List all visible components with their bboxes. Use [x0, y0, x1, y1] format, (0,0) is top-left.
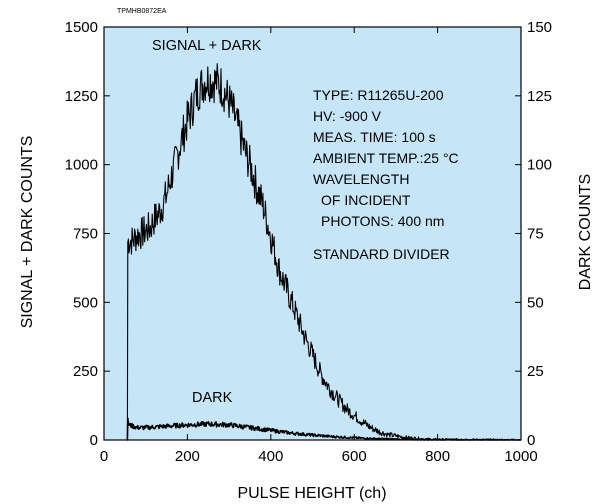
x-tick-label: 0: [100, 448, 108, 465]
plot-area: [104, 27, 521, 440]
y-tick-label-right: 150: [527, 19, 552, 36]
y-axis-left-title: SIGNAL + DARK COUNTS: [19, 136, 36, 329]
series-dark: [126, 417, 521, 441]
annotation-block: TYPE: R11265U-200 HV: -900 V MEAS. TIME:…: [313, 87, 459, 262]
x-tick-label: 200: [175, 448, 200, 465]
series-label-dark: DARK: [192, 390, 233, 406]
x-axis-title: PULSE HEIGHT (ch): [237, 485, 386, 502]
y-tick-label-right: 75: [527, 226, 544, 243]
y-tick-label-left: 1250: [65, 88, 98, 105]
y-tick-label-left: 1000: [65, 157, 98, 174]
y-tick-label-left: 750: [73, 226, 98, 243]
figure-code: TPMHB0872EA: [117, 8, 167, 15]
series-line: [126, 417, 521, 441]
x-tick-label: 400: [258, 448, 283, 465]
x-tick-label: 600: [342, 448, 367, 465]
annotation-divider: STANDARD DIVIDER: [313, 246, 450, 262]
annotation-meas-time: MEAS. TIME: 100 s: [313, 129, 436, 145]
y-axis-right-title: DARK COUNTS: [577, 174, 594, 290]
y-tick-label-left: 500: [73, 294, 98, 311]
annotation-photons: PHOTONS: 400 nm: [321, 213, 444, 229]
series-label-signal-dark: SIGNAL + DARK: [152, 38, 262, 54]
annotation-wavelength: WAVELENGTH: [313, 171, 409, 187]
y-tick-label-right: 125: [527, 88, 552, 105]
annotation-ambient-temp: AMBIENT TEMP.:25 °C: [313, 150, 459, 166]
y-tick-label-left: 250: [73, 363, 98, 380]
x-tick-label: 800: [425, 448, 450, 465]
annotation-hv: HV: -900 V: [313, 108, 382, 124]
y-tick-label-right: 100: [527, 157, 552, 174]
y-tick-label-right: 50: [527, 294, 544, 311]
x-tick-label: 1000: [504, 448, 537, 465]
annotation-type: TYPE: R11265U-200: [313, 87, 444, 103]
y-tick-label-left: 0: [90, 432, 98, 449]
y-tick-label-left: 1500: [65, 19, 98, 36]
y-tick-label-right: 25: [527, 363, 544, 380]
annotation-of-incident: OF INCIDENT: [321, 192, 411, 208]
y-tick-label-right: 0: [527, 432, 535, 449]
ticks-layer: 0 200 400 600 800 100002505007501000125015000…: [65, 19, 552, 465]
